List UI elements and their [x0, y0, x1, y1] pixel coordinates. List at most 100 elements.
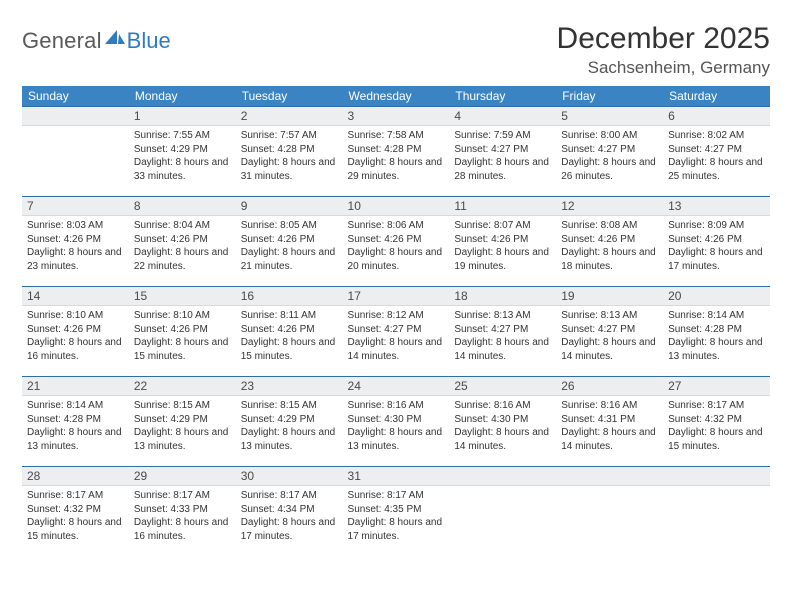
day-number: 1: [129, 106, 236, 126]
day-details: Sunrise: 8:04 AMSunset: 4:26 PMDaylight:…: [129, 216, 236, 279]
day-number: 11: [449, 196, 556, 216]
sunset-text: Sunset: 4:30 PM: [348, 413, 445, 427]
daylight-text: Daylight: 8 hours and 17 minutes.: [241, 516, 338, 543]
day-number: 6: [663, 106, 770, 126]
day-number: 13: [663, 196, 770, 216]
calendar-week-row: 14Sunrise: 8:10 AMSunset: 4:26 PMDayligh…: [22, 286, 770, 376]
calendar-day-cell: 2Sunrise: 7:57 AMSunset: 4:28 PMDaylight…: [236, 106, 343, 196]
title-block: December 2025 Sachsenheim, Germany: [557, 22, 770, 78]
sunrise-text: Sunrise: 8:17 AM: [348, 489, 445, 503]
calendar-day-cell: .: [22, 106, 129, 196]
day-number: .: [22, 106, 129, 126]
sunrise-text: Sunrise: 8:04 AM: [134, 219, 231, 233]
sunrise-text: Sunrise: 8:14 AM: [27, 399, 124, 413]
day-number: 22: [129, 376, 236, 396]
sunset-text: Sunset: 4:26 PM: [241, 233, 338, 247]
day-number: 27: [663, 376, 770, 396]
sunset-text: Sunset: 4:34 PM: [241, 503, 338, 517]
calendar-day-cell: 6Sunrise: 8:02 AMSunset: 4:27 PMDaylight…: [663, 106, 770, 196]
day-details: Sunrise: 7:58 AMSunset: 4:28 PMDaylight:…: [343, 126, 450, 189]
day-details: Sunrise: 8:06 AMSunset: 4:26 PMDaylight:…: [343, 216, 450, 279]
sunrise-text: Sunrise: 8:11 AM: [241, 309, 338, 323]
sunset-text: Sunset: 4:28 PM: [348, 143, 445, 157]
sunset-text: Sunset: 4:27 PM: [561, 143, 658, 157]
day-number: 28: [22, 466, 129, 486]
sunset-text: Sunset: 4:28 PM: [241, 143, 338, 157]
daylight-text: Daylight: 8 hours and 20 minutes.: [348, 246, 445, 273]
daylight-text: Daylight: 8 hours and 13 minutes.: [241, 426, 338, 453]
calendar-day-cell: 15Sunrise: 8:10 AMSunset: 4:26 PMDayligh…: [129, 286, 236, 376]
sunset-text: Sunset: 4:29 PM: [134, 413, 231, 427]
day-details: Sunrise: 8:13 AMSunset: 4:27 PMDaylight:…: [449, 306, 556, 369]
sunset-text: Sunset: 4:26 PM: [668, 233, 765, 247]
day-number: 2: [236, 106, 343, 126]
calendar-day-cell: 5Sunrise: 8:00 AMSunset: 4:27 PMDaylight…: [556, 106, 663, 196]
calendar-day-cell: 25Sunrise: 8:16 AMSunset: 4:30 PMDayligh…: [449, 376, 556, 466]
day-number: 4: [449, 106, 556, 126]
calendar-table: Sunday Monday Tuesday Wednesday Thursday…: [22, 86, 770, 556]
day-number: 15: [129, 286, 236, 306]
calendar-day-cell: 29Sunrise: 8:17 AMSunset: 4:33 PMDayligh…: [129, 466, 236, 556]
day-number: 19: [556, 286, 663, 306]
day-details: Sunrise: 8:11 AMSunset: 4:26 PMDaylight:…: [236, 306, 343, 369]
day-details: Sunrise: 8:00 AMSunset: 4:27 PMDaylight:…: [556, 126, 663, 189]
day-number: 25: [449, 376, 556, 396]
calendar-day-cell: 23Sunrise: 8:15 AMSunset: 4:29 PMDayligh…: [236, 376, 343, 466]
daylight-text: Daylight: 8 hours and 22 minutes.: [134, 246, 231, 273]
sunset-text: Sunset: 4:26 PM: [348, 233, 445, 247]
logo-text-general: General: [22, 28, 102, 54]
day-number: 26: [556, 376, 663, 396]
logo-text-blue: Blue: [127, 28, 171, 54]
logo-sail-icon: [105, 28, 125, 44]
day-number: 5: [556, 106, 663, 126]
calendar-day-cell: 21Sunrise: 8:14 AMSunset: 4:28 PMDayligh…: [22, 376, 129, 466]
sunset-text: Sunset: 4:29 PM: [134, 143, 231, 157]
daylight-text: Daylight: 8 hours and 15 minutes.: [134, 336, 231, 363]
calendar-day-cell: 8Sunrise: 8:04 AMSunset: 4:26 PMDaylight…: [129, 196, 236, 286]
daylight-text: Daylight: 8 hours and 16 minutes.: [27, 336, 124, 363]
calendar-day-cell: 24Sunrise: 8:16 AMSunset: 4:30 PMDayligh…: [343, 376, 450, 466]
daylight-text: Daylight: 8 hours and 15 minutes.: [668, 426, 765, 453]
calendar-body: .1Sunrise: 7:55 AMSunset: 4:29 PMDayligh…: [22, 106, 770, 556]
header: General Blue December 2025 Sachsenheim, …: [22, 22, 770, 78]
sunset-text: Sunset: 4:30 PM: [454, 413, 551, 427]
calendar-day-cell: 9Sunrise: 8:05 AMSunset: 4:26 PMDaylight…: [236, 196, 343, 286]
day-details: Sunrise: 8:13 AMSunset: 4:27 PMDaylight:…: [556, 306, 663, 369]
sunset-text: Sunset: 4:28 PM: [27, 413, 124, 427]
sunrise-text: Sunrise: 8:00 AM: [561, 129, 658, 143]
day-details: Sunrise: 8:15 AMSunset: 4:29 PMDaylight:…: [129, 396, 236, 459]
day-number: 3: [343, 106, 450, 126]
weekday-header: Monday: [129, 86, 236, 106]
calendar-day-cell: 3Sunrise: 7:58 AMSunset: 4:28 PMDaylight…: [343, 106, 450, 196]
daylight-text: Daylight: 8 hours and 21 minutes.: [241, 246, 338, 273]
weekday-header: Sunday: [22, 86, 129, 106]
calendar-week-row: .1Sunrise: 7:55 AMSunset: 4:29 PMDayligh…: [22, 106, 770, 196]
calendar-day-cell: 26Sunrise: 8:16 AMSunset: 4:31 PMDayligh…: [556, 376, 663, 466]
daylight-text: Daylight: 8 hours and 28 minutes.: [454, 156, 551, 183]
sunrise-text: Sunrise: 8:15 AM: [241, 399, 338, 413]
day-number: 18: [449, 286, 556, 306]
daylight-text: Daylight: 8 hours and 19 minutes.: [454, 246, 551, 273]
day-details: Sunrise: 8:09 AMSunset: 4:26 PMDaylight:…: [663, 216, 770, 279]
day-details: Sunrise: 8:16 AMSunset: 4:30 PMDaylight:…: [343, 396, 450, 459]
location: Sachsenheim, Germany: [557, 58, 770, 78]
sunset-text: Sunset: 4:35 PM: [348, 503, 445, 517]
sunset-text: Sunset: 4:29 PM: [241, 413, 338, 427]
daylight-text: Daylight: 8 hours and 17 minutes.: [668, 246, 765, 273]
day-number: 7: [22, 196, 129, 216]
calendar-day-cell: 22Sunrise: 8:15 AMSunset: 4:29 PMDayligh…: [129, 376, 236, 466]
day-details: Sunrise: 8:15 AMSunset: 4:29 PMDaylight:…: [236, 396, 343, 459]
day-details: Sunrise: 8:16 AMSunset: 4:30 PMDaylight:…: [449, 396, 556, 459]
daylight-text: Daylight: 8 hours and 14 minutes.: [561, 336, 658, 363]
sunrise-text: Sunrise: 8:16 AM: [454, 399, 551, 413]
sunrise-text: Sunrise: 8:16 AM: [348, 399, 445, 413]
calendar-day-cell: 28Sunrise: 8:17 AMSunset: 4:32 PMDayligh…: [22, 466, 129, 556]
weekday-header: Saturday: [663, 86, 770, 106]
calendar-day-cell: 16Sunrise: 8:11 AMSunset: 4:26 PMDayligh…: [236, 286, 343, 376]
daylight-text: Daylight: 8 hours and 13 minutes.: [668, 336, 765, 363]
daylight-text: Daylight: 8 hours and 13 minutes.: [27, 426, 124, 453]
sunrise-text: Sunrise: 8:05 AM: [241, 219, 338, 233]
sunrise-text: Sunrise: 8:10 AM: [27, 309, 124, 323]
day-number: 23: [236, 376, 343, 396]
sunset-text: Sunset: 4:27 PM: [348, 323, 445, 337]
